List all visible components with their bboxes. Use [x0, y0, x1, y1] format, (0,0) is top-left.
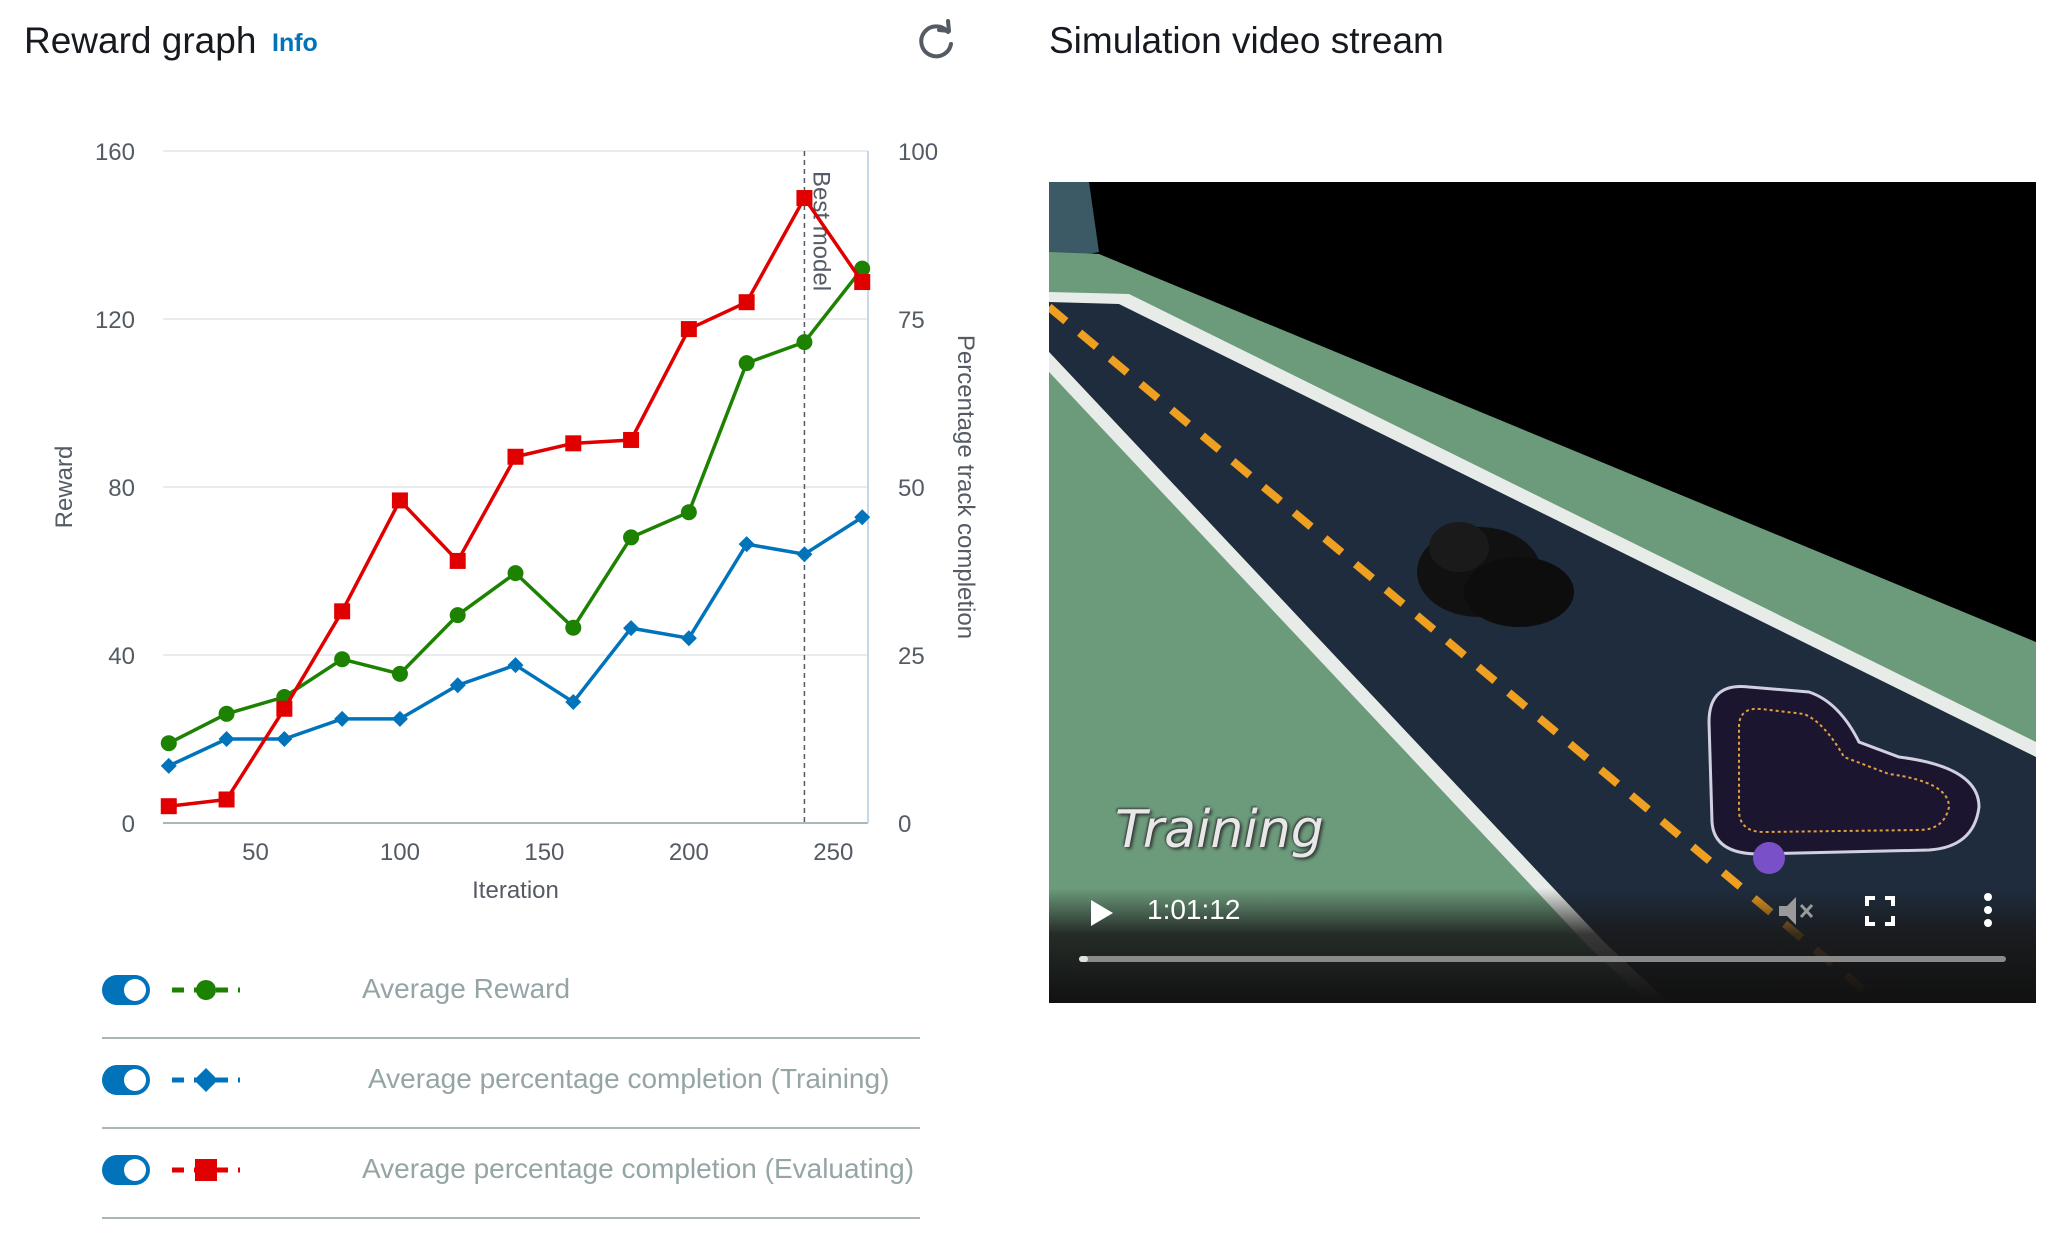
fullscreen-button[interactable]: [1865, 896, 1895, 926]
data-point: [507, 657, 524, 674]
y2-tick-label: 0: [898, 811, 911, 838]
video-timestamp: 1:01:12: [1147, 894, 1241, 925]
data-point: [160, 798, 177, 815]
x-tick-label: 200: [669, 839, 709, 866]
data-point: [680, 630, 697, 647]
series-toggle[interactable]: [102, 975, 150, 1005]
data-point: [680, 504, 697, 521]
legend-label: Average Reward: [362, 973, 571, 1004]
diamond-marker-icon: [172, 1068, 240, 1092]
data-point: [218, 731, 235, 747]
y-tick-label: 80: [108, 475, 135, 502]
data-point: [623, 529, 640, 546]
x-tick-label: 50: [242, 839, 269, 866]
fullscreen-icon: [1865, 896, 1895, 926]
legend-row: Average percentage completion (Training): [102, 1037, 920, 1129]
legend-row: Average percentage completion (Evaluatin…: [102, 1127, 920, 1219]
video-controls-bar: [1049, 888, 2036, 1003]
data-point: [334, 651, 351, 668]
data-point: [854, 260, 871, 277]
x-axis-label: Iteration: [472, 877, 559, 904]
data-point: [449, 607, 466, 624]
data-point: [449, 552, 466, 569]
data-point: [449, 677, 466, 694]
data-point: [854, 274, 871, 291]
y-tick-label: 40: [108, 643, 135, 670]
data-point: [276, 700, 293, 717]
minimap-shape: [1707, 684, 1981, 874]
x-tick-label: 250: [813, 839, 853, 866]
data-point: [565, 619, 582, 636]
data-point: [391, 665, 408, 682]
more-vertical-icon: [1984, 893, 1992, 927]
wall-shape: [1049, 182, 1099, 262]
data-point: [796, 546, 813, 563]
data-point: [218, 791, 235, 808]
center-line-shape: [1049, 303, 1882, 1003]
y2-tick-label: 50: [898, 475, 925, 502]
play-button[interactable]: [1089, 898, 1115, 928]
x-tick-label: 150: [524, 839, 564, 866]
data-point: [738, 536, 755, 553]
data-point: [218, 705, 235, 722]
data-point: [738, 355, 755, 372]
data-point: [507, 565, 524, 582]
data-point: [334, 603, 351, 620]
page-title: Reward graph: [24, 20, 257, 61]
refresh-button[interactable]: [912, 18, 960, 66]
data-point: [796, 190, 813, 207]
toggle-knob: [124, 1069, 146, 1091]
circle-marker-icon: [172, 980, 240, 1000]
data-point: [565, 435, 582, 452]
y2-tick-label: 25: [898, 643, 925, 670]
play-icon: [1091, 900, 1113, 926]
y-tick-label: 160: [95, 139, 135, 166]
data-point: [160, 757, 177, 774]
x-tick-label: 100: [380, 839, 420, 866]
y-axis-label: Reward: [51, 446, 78, 529]
video-progress-fill: [1079, 956, 1089, 962]
legend-row: Average Reward: [102, 947, 920, 1039]
series-toggle[interactable]: [102, 1155, 150, 1185]
data-point: [680, 321, 697, 338]
toggle-knob: [124, 979, 146, 1001]
y-tick-label: 0: [122, 811, 135, 838]
reward-chart: 0 40 80 120 160 0 25 50 75 100 50 100 150 200 250 Itera…: [51, 139, 979, 904]
toggle-knob: [124, 1159, 146, 1181]
left-grass-shape: [1049, 372, 1629, 1003]
data-point: [796, 334, 813, 351]
refresh-icon: [919, 19, 953, 59]
mute-button[interactable]: [1777, 894, 1815, 928]
y2-axis-label: Percentage track completion: [952, 335, 979, 639]
more-options-button[interactable]: [1983, 892, 1993, 928]
video-section-title: Simulation video stream: [1049, 20, 1444, 61]
y-tick-label: 120: [95, 307, 135, 334]
square-marker-icon: [172, 1159, 240, 1181]
training-overlay-label: Training: [1115, 800, 1324, 860]
data-point: [334, 710, 351, 727]
data-point: [565, 694, 582, 711]
data-point: [160, 735, 177, 752]
data-point: [276, 731, 293, 747]
simulation-video-player[interactable]: Training 1:01:12: [1049, 182, 2036, 1003]
y2-tick-label: 100: [898, 139, 938, 166]
video-progress-bar[interactable]: [1079, 956, 2006, 962]
data-point: [623, 431, 640, 448]
legend-label: Average percentage completion (Training): [368, 1063, 890, 1094]
best-model-label: Best model: [807, 171, 834, 291]
volume-muted-icon: [1779, 897, 1814, 925]
series-line: [168, 196, 864, 808]
car-shape: [1417, 522, 1574, 627]
y2-tick-label: 75: [898, 307, 925, 334]
data-point: [738, 294, 755, 311]
legend-label: Average percentage completion (Evaluatin…: [362, 1153, 915, 1184]
data-point: [391, 492, 408, 509]
video-frame: [1049, 182, 2036, 1003]
series-toggle[interactable]: [102, 1065, 150, 1095]
data-point: [623, 620, 640, 637]
data-point: [854, 509, 871, 526]
info-link[interactable]: Info: [272, 29, 318, 57]
data-point: [507, 448, 524, 465]
data-point: [391, 710, 408, 727]
